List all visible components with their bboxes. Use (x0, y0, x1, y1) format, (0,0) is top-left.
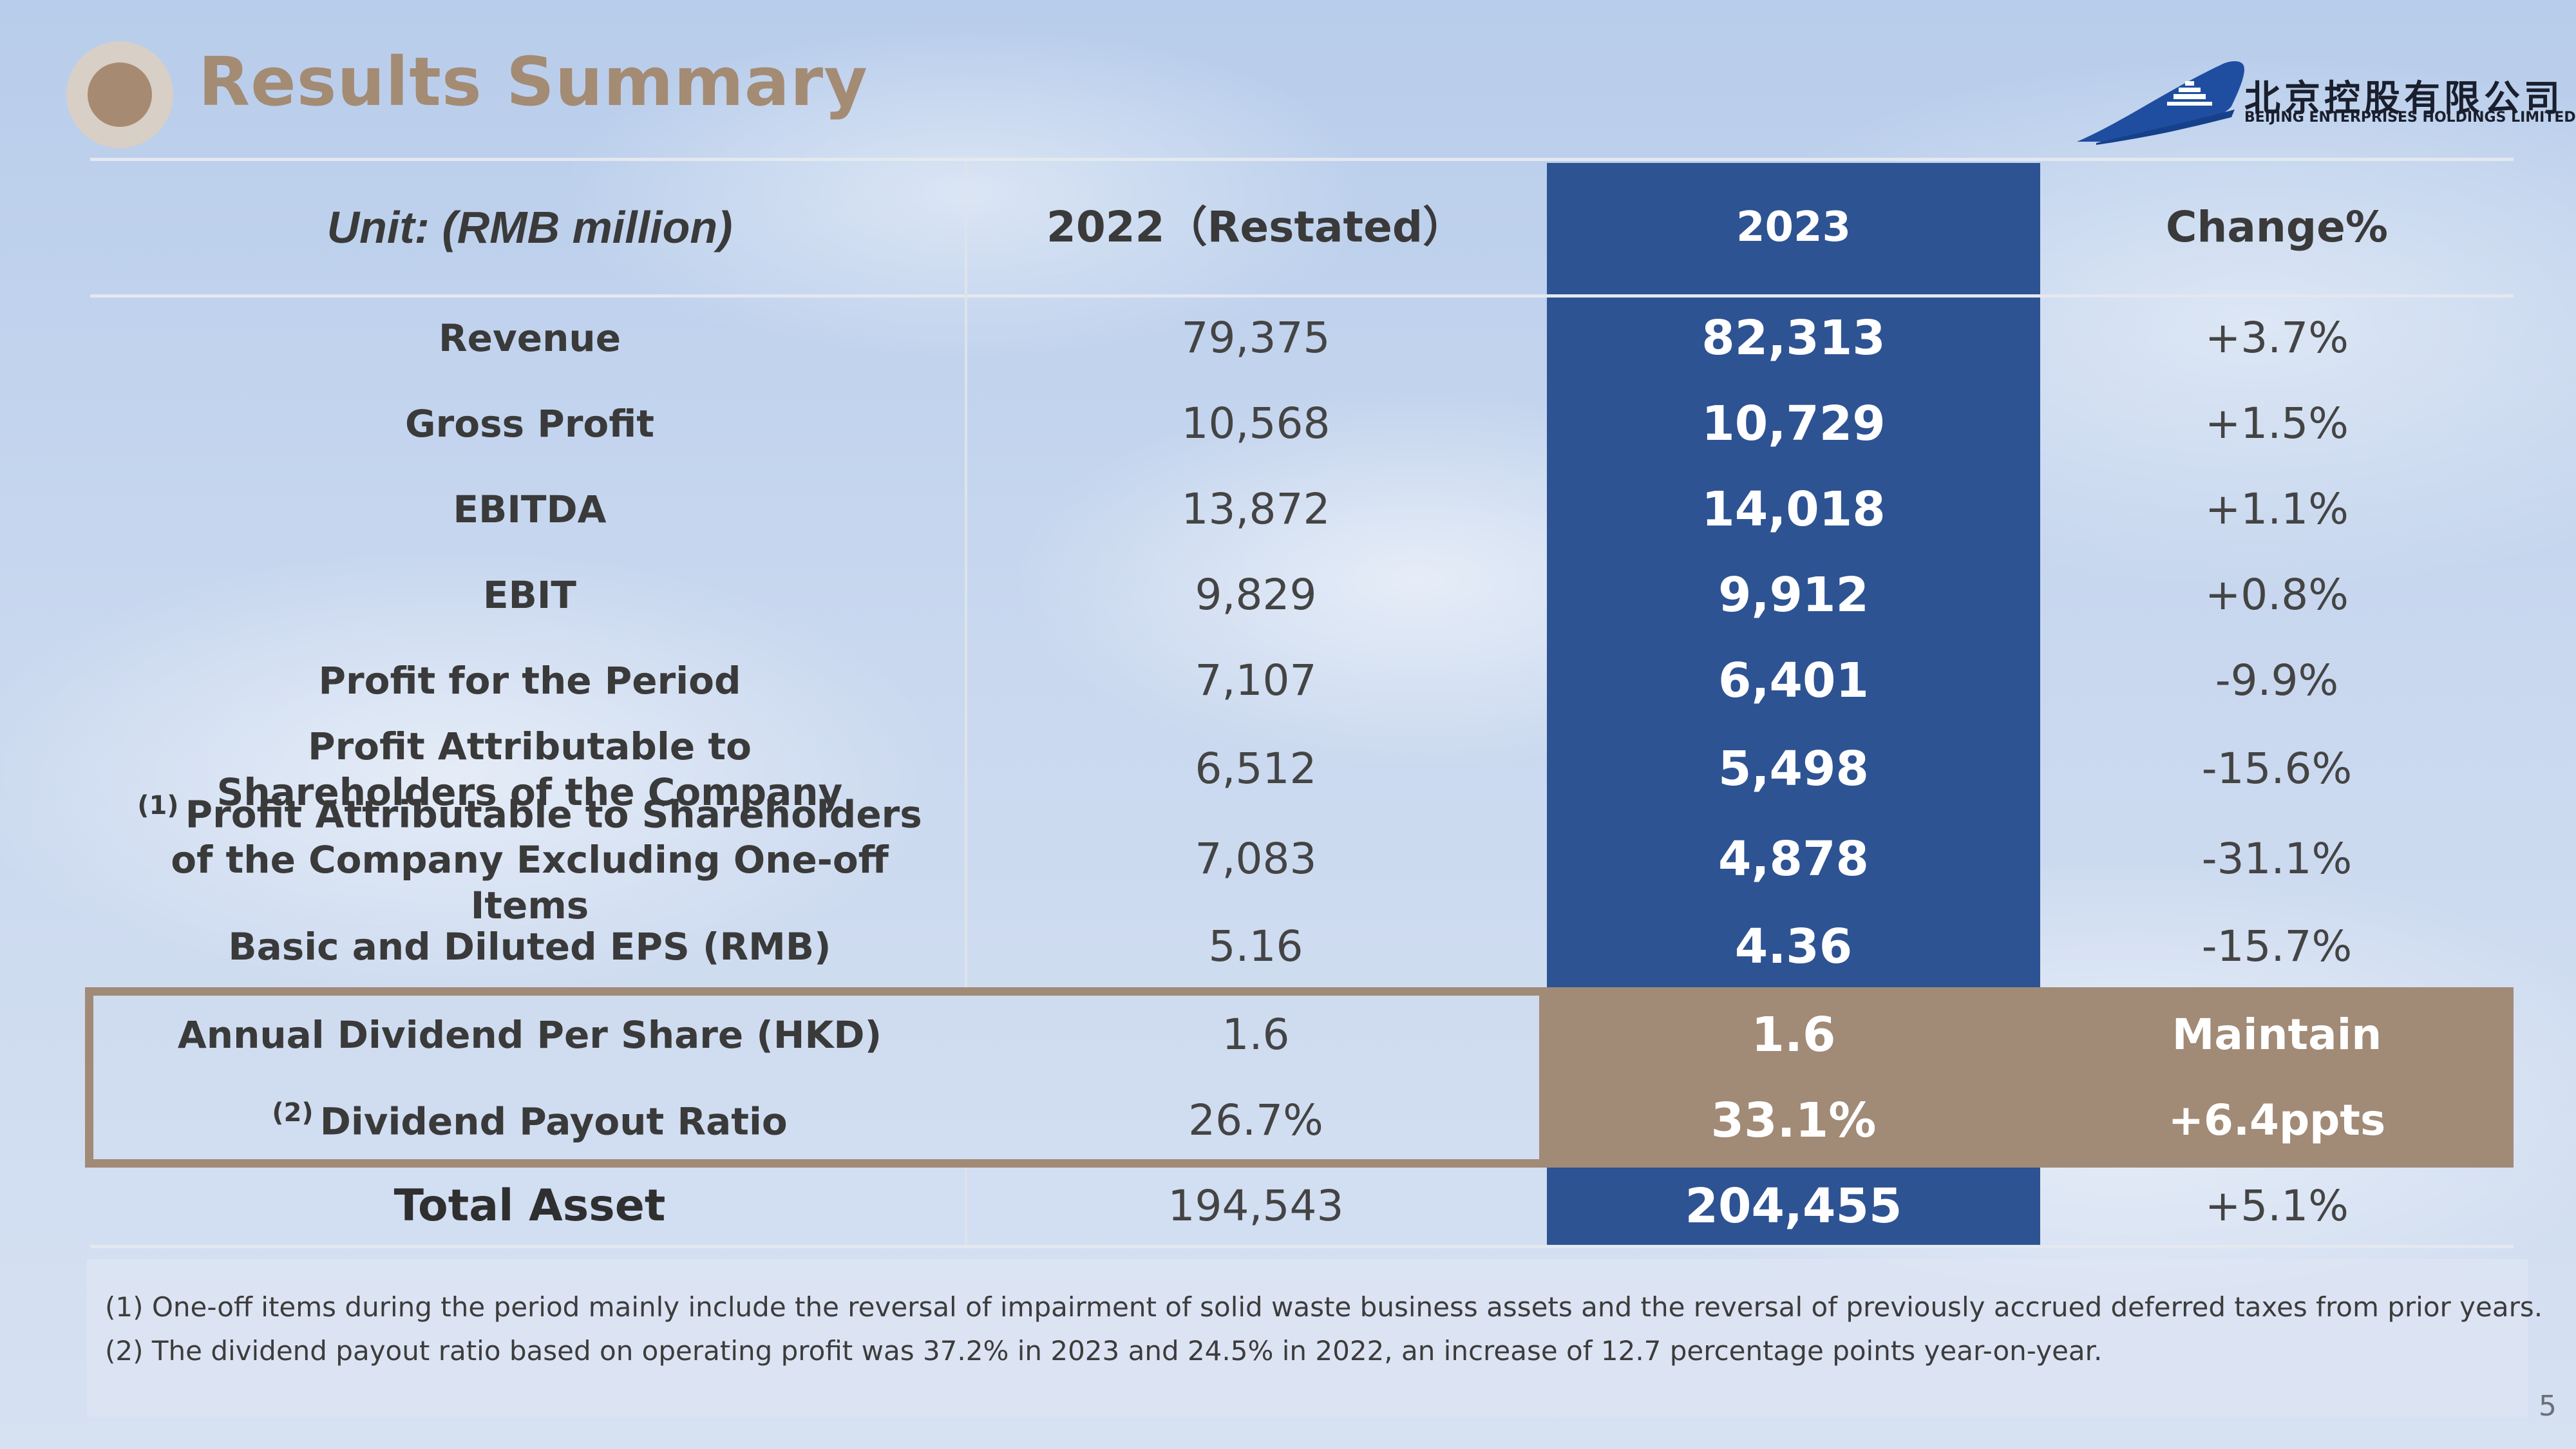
highlight-column-2023-total (1547, 1168, 2040, 1245)
value-change: -15.7% (2201, 921, 2353, 971)
value-change: +0.8% (2205, 569, 2349, 620)
logo-english-name: BEIJING ENTERPRISES HOLDINGS LIMITED (2244, 109, 2576, 126)
value-change: -31.1% (2201, 834, 2353, 884)
value-change: +1.5% (2205, 398, 2349, 448)
row-label: Annual Dividend Per Share (HKD) (177, 1013, 882, 1057)
value-2023: 82,313 (1701, 310, 1886, 366)
value-2022: 7,107 (1195, 655, 1317, 705)
row-label: Total Asset (393, 1180, 666, 1231)
row-label: (2) Dividend Payout Ratio (90, 1081, 969, 1161)
header-2023: 2023 (1736, 204, 1852, 252)
value-2022: 5.16 (1208, 921, 1303, 971)
footnote: (1) One-off items during the period main… (105, 1291, 2543, 1323)
value-2022: 10,568 (1181, 398, 1331, 448)
value-2023: 4,878 (1718, 831, 1870, 887)
header-change: Change% (2165, 202, 2389, 252)
column-divider (965, 161, 967, 987)
highlight-column-2023 (1547, 163, 2040, 987)
value-change: -9.9% (2215, 655, 2339, 705)
row-label: EBIT (483, 573, 576, 617)
temple-brush-logo-icon (2077, 61, 2244, 145)
page-title: Results Summary (198, 43, 868, 121)
row-label: Revenue (438, 316, 621, 360)
value-2022: 194,543 (1168, 1180, 1344, 1231)
footnotes-panel: (1) One-off items during the period main… (87, 1259, 2543, 1417)
value-2023: 9,912 (1718, 567, 1870, 623)
value-2022: 1.6 (1222, 1010, 1290, 1060)
row-label-text: Profit Attributable to Shareholders of t… (171, 792, 922, 928)
page-number: 5 (2539, 1390, 2557, 1423)
value-2022: 9,829 (1195, 569, 1317, 620)
footnote-marker: (1) (105, 1291, 144, 1323)
value-2022: 13,872 (1181, 484, 1331, 534)
value-2022: 79,375 (1181, 312, 1331, 363)
value-2022: 6,512 (1195, 744, 1317, 794)
value-2023: 14,018 (1701, 481, 1886, 537)
value-2022: 26.7% (1188, 1095, 1323, 1146)
row-label: Basic and Diluted EPS (RMB) (228, 924, 831, 969)
row-label: Gross Profit (405, 401, 654, 446)
value-2023: 33.1% (1710, 1093, 1877, 1149)
footnote: (2) The dividend payout ratio based on o… (105, 1335, 2102, 1367)
table-bottom-rule (90, 1245, 2514, 1248)
dividend-outline-box (85, 987, 1546, 1168)
value-change: +3.7% (2205, 312, 2349, 363)
title-bullet-icon (66, 41, 173, 148)
table-top-rule (90, 158, 2514, 161)
value-change: +6.4ppts (2168, 1095, 2386, 1146)
value-change: Maintain (2172, 1010, 2382, 1060)
row-label: EBITDA (453, 487, 607, 531)
value-2023: 204,455 (1685, 1178, 1902, 1234)
column-divider (965, 1168, 967, 1245)
logo-chinese-name: 北京控股有限公司 (2244, 77, 2564, 120)
value-2022: 7,083 (1195, 834, 1317, 884)
footnote-marker: (2) (105, 1335, 144, 1367)
header-2022: 2022（Restated） (1046, 202, 1466, 252)
row-label-text: Dividend Payout Ratio (319, 1099, 788, 1144)
footnote-text: One-off items during the period mainly i… (151, 1291, 2543, 1323)
value-change: +5.1% (2205, 1180, 2349, 1231)
value-change: -15.6% (2201, 744, 2353, 794)
value-2023: 1.6 (1751, 1007, 1836, 1063)
row-label: Profit for the Period (318, 658, 741, 703)
dividend-highlight-band (1539, 987, 2514, 1168)
header-unit: Unit: (RMB million) (327, 202, 733, 252)
value-2023: 5,498 (1718, 741, 1870, 797)
footnote-marker: (2) (272, 1097, 314, 1128)
header-bottom-rule (90, 294, 2514, 298)
row-label: Profit Attributable to Shareholders of t… (216, 724, 843, 814)
value-2023: 4.36 (1734, 918, 1853, 974)
value-2023: 6,401 (1718, 652, 1870, 708)
value-change: +1.1% (2205, 484, 2349, 534)
value-2023: 10,729 (1701, 395, 1886, 451)
footnote-marker: (1) (137, 791, 179, 821)
footnote-text: The dividend payout ratio based on opera… (151, 1335, 2103, 1367)
row-label: (1) Profit Attributable to Shareholders o… (90, 791, 969, 927)
